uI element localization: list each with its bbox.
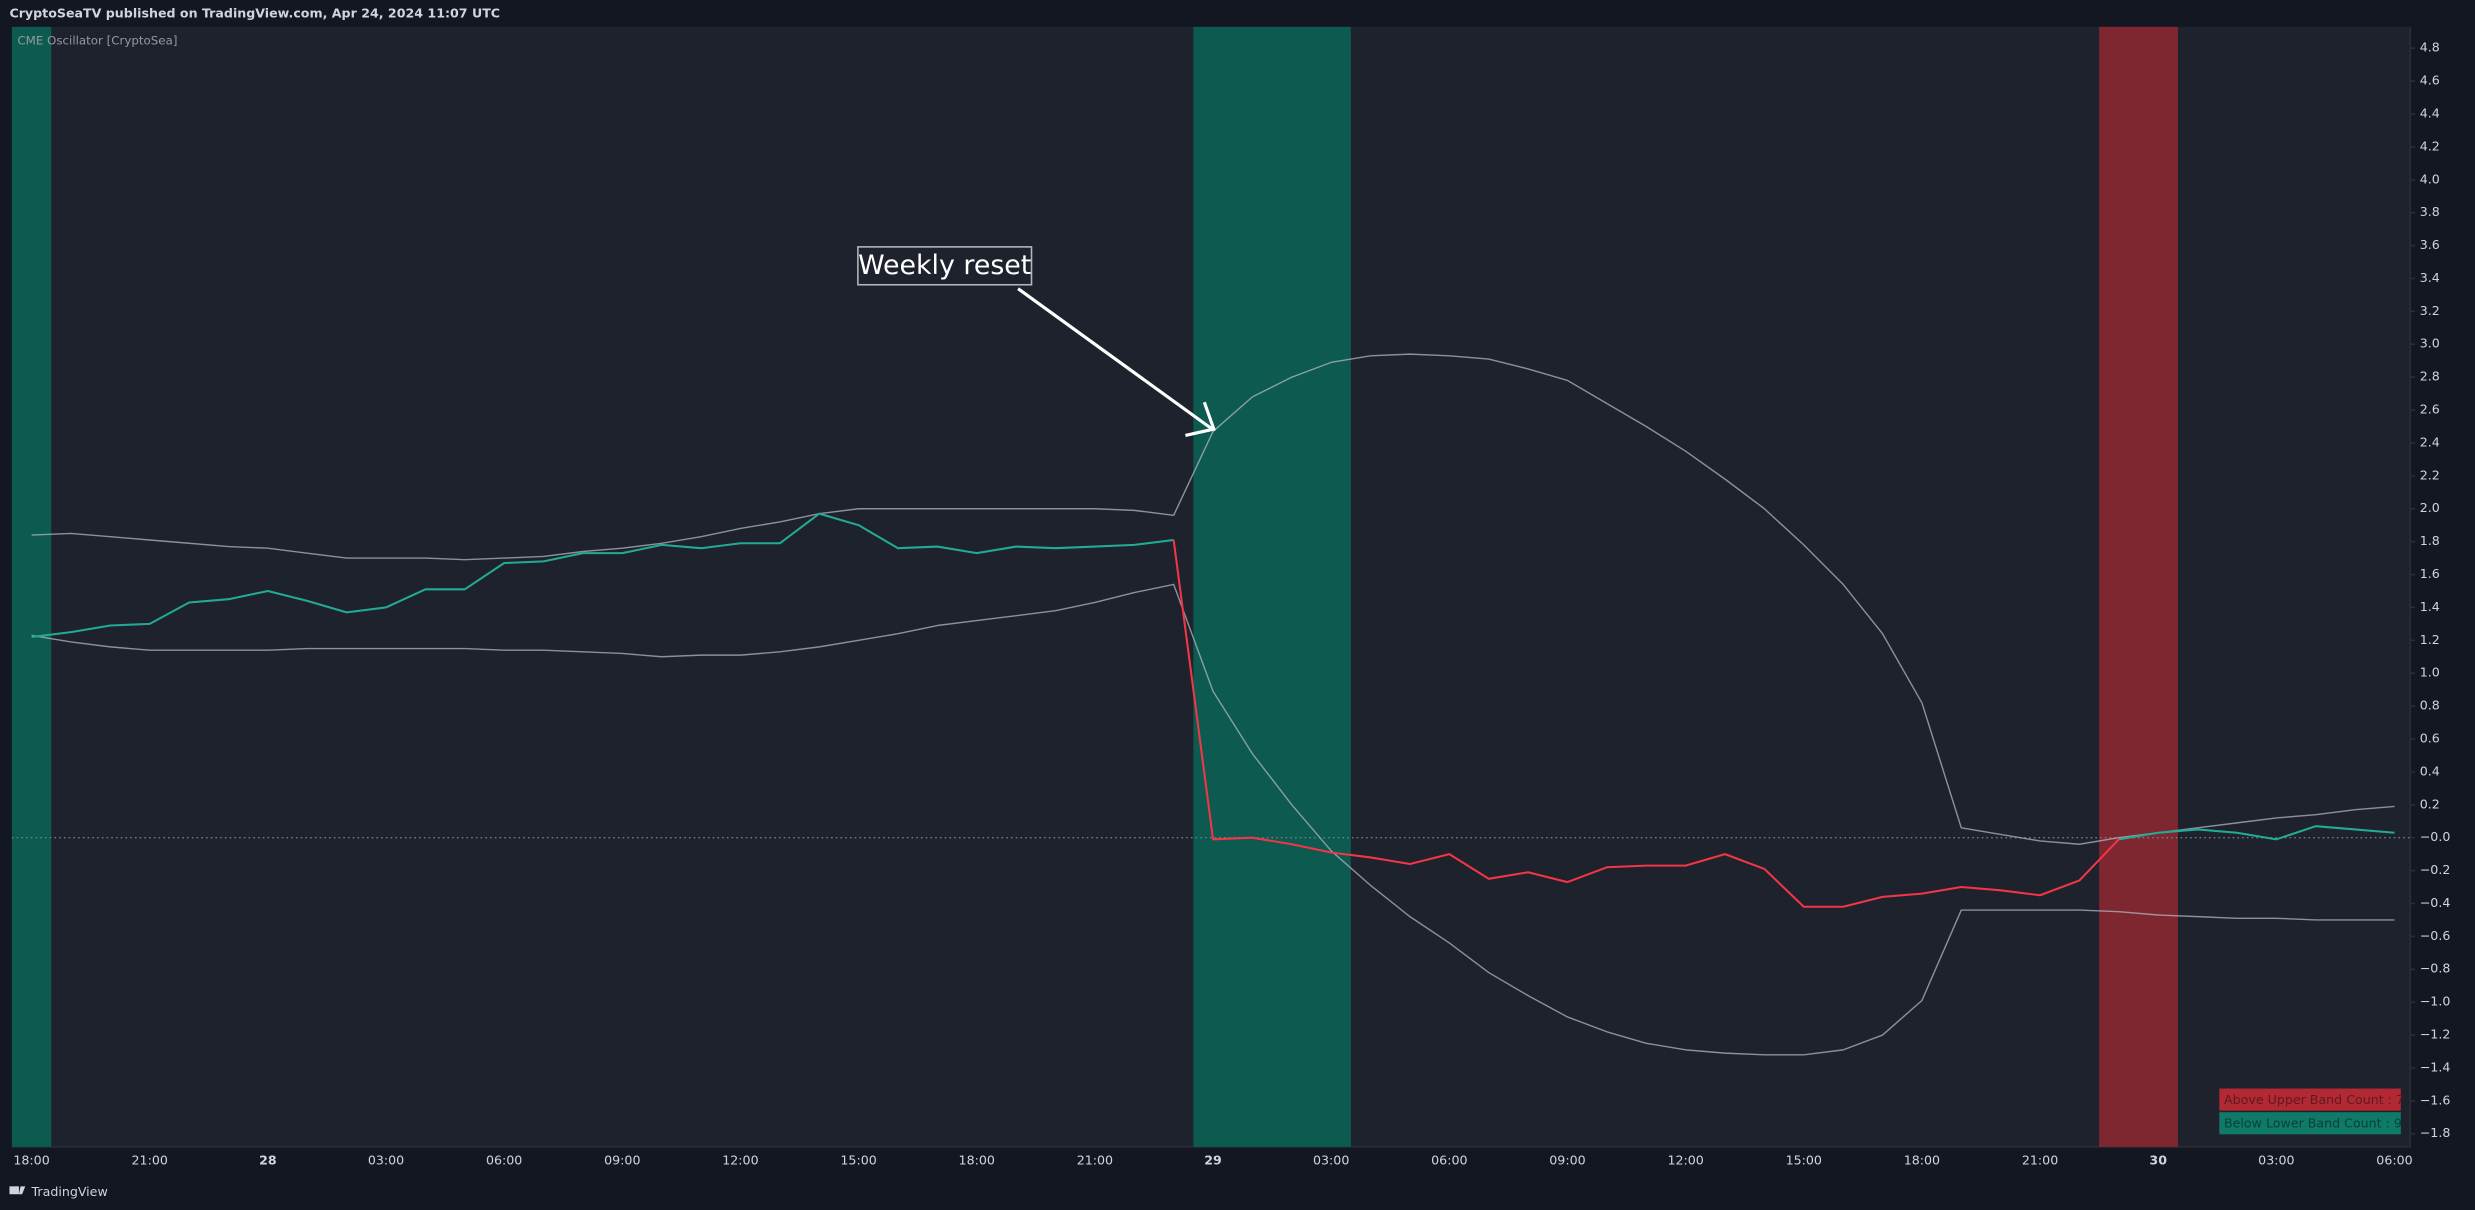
y-tick-label: 3.2: [2420, 303, 2440, 318]
y-tick-label: 2.4: [2420, 434, 2440, 449]
x-tick-label: 21:00: [132, 1153, 168, 1168]
series-line: [1172, 539, 2120, 908]
count-box: [2219, 1112, 2401, 1135]
y-tick-label: 1.6: [2420, 566, 2440, 581]
y-tick-label: 3.8: [2420, 204, 2440, 219]
x-tick-label: 06:00: [486, 1153, 522, 1168]
y-tick-label: 0.6: [2420, 731, 2440, 746]
highlight-layer: [11, 26, 2178, 1147]
y-tick-label: 2.2: [2420, 467, 2440, 482]
highlight-band: [1193, 26, 1351, 1147]
y-tick-label: −1.6: [2420, 1092, 2451, 1107]
x-tick-label: 21:00: [1077, 1153, 1113, 1168]
y-tick-label: 0.8: [2420, 698, 2440, 713]
y-tick-label: −1.8: [2420, 1125, 2451, 1140]
x-tick-label: 30: [2149, 1153, 2167, 1168]
y-tick-label: 2.0: [2420, 500, 2440, 515]
y-tick-label: 0.2: [2420, 796, 2440, 811]
count-label: Above Upper Band Count : 7: [2224, 1092, 2404, 1107]
series-line: [31, 353, 2395, 845]
y-tick-label: 4.6: [2420, 73, 2440, 88]
x-tick-label: 06:00: [2376, 1153, 2412, 1168]
y-tick-label: 0.4: [2420, 763, 2440, 778]
y-tick-label: 4.8: [2420, 40, 2440, 55]
x-tick-label: 15:00: [1786, 1153, 1822, 1168]
y-tick-label: 4.0: [2420, 171, 2440, 186]
x-tick-label: 29: [1204, 1153, 1222, 1168]
x-tick-label: 09:00: [604, 1153, 640, 1168]
y-tick-label: 4.4: [2420, 105, 2440, 120]
x-tick-label: 03:00: [368, 1153, 404, 1168]
y-tick-label: 1.4: [2420, 599, 2440, 614]
x-tick-label: 18:00: [13, 1153, 49, 1168]
footer-logo: [9, 1186, 26, 1195]
y-tick-label: −0.0: [2420, 829, 2451, 844]
x-tick-label: 03:00: [2258, 1153, 2294, 1168]
annotation-arrow: [1017, 287, 1216, 437]
count-box: [2219, 1088, 2401, 1111]
x-tick-label: 15:00: [840, 1153, 876, 1168]
x-tick-label: 12:00: [1667, 1153, 1703, 1168]
y-tick-label: 1.2: [2420, 632, 2440, 647]
count-label: Below Lower Band Count : 9: [2224, 1116, 2402, 1131]
y-tick-label: −0.6: [2420, 928, 2451, 943]
header-text: CryptoSeaTV published on TradingView.com…: [9, 6, 500, 21]
y-tick-label: 3.4: [2420, 270, 2440, 285]
line-layer: [11, 353, 2411, 1056]
highlight-band: [2099, 26, 2178, 1147]
y-tick-label: −0.4: [2420, 895, 2451, 910]
x-tick-label: 12:00: [722, 1153, 758, 1168]
series-line: [31, 512, 2395, 841]
text-layer: 4.8 4.6 4.4 4.2 4.0 3.8 3.6 3.4 3.2 3.0 2.8 2.6 2.4 2…: [13, 40, 2450, 1168]
x-tick-label: 18:00: [1904, 1153, 1940, 1168]
y-tick-label: −0.8: [2420, 961, 2451, 976]
series-line: [31, 583, 2395, 1056]
y-tick-label: 3.6: [2420, 237, 2440, 252]
footer-brand: TradingView: [31, 1184, 108, 1199]
y-tick-label: 2.8: [2420, 369, 2440, 384]
annotation-box: [857, 246, 1033, 286]
y-tick-label: −1.0: [2420, 994, 2451, 1009]
y-tick-label: −0.2: [2420, 862, 2451, 877]
y-tick-label: 2.6: [2420, 402, 2440, 417]
y-tick-label: 4.2: [2420, 138, 2440, 153]
x-tick-label: 03:00: [1313, 1153, 1349, 1168]
y-tick-label: −1.2: [2420, 1027, 2451, 1042]
y-tick-label: 3.0: [2420, 336, 2440, 351]
x-tick-label: 21:00: [2022, 1153, 2058, 1168]
highlight-band: [11, 26, 52, 1147]
indicator-title: CME Oscillator [CryptoSea]: [17, 34, 177, 48]
y-tick-label: 1.8: [2420, 533, 2440, 548]
x-tick-label: 18:00: [959, 1153, 995, 1168]
y-tick-label: 1.0: [2420, 665, 2440, 680]
x-tick-label: 06:00: [1431, 1153, 1467, 1168]
y-tick-label: −1.4: [2420, 1059, 2451, 1074]
x-tick-label: 09:00: [1549, 1153, 1585, 1168]
x-tick-label: 28: [259, 1153, 277, 1168]
annotation-text: Weekly reset: [858, 250, 1031, 281]
